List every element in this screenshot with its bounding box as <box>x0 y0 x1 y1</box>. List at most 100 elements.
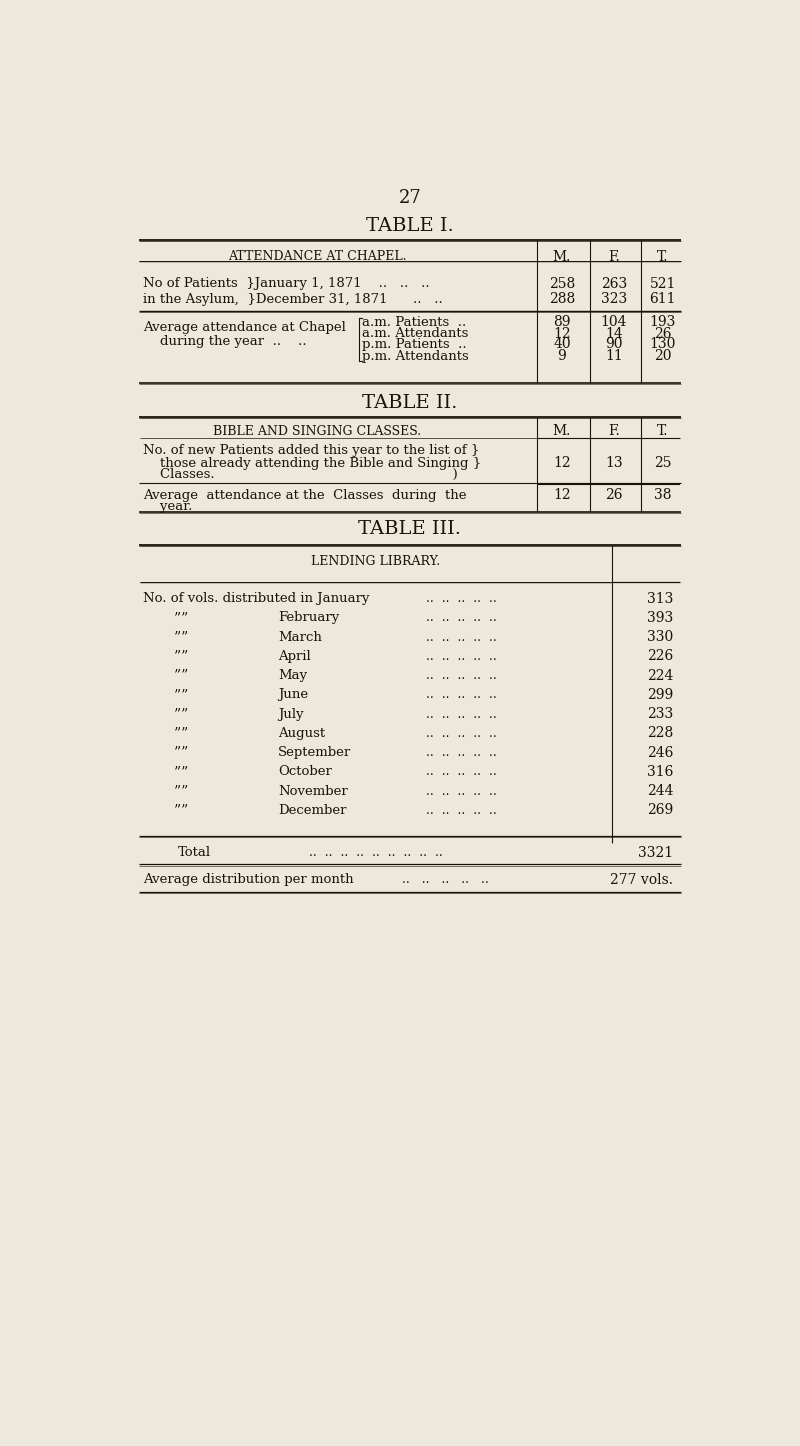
Text: 228: 228 <box>647 726 674 740</box>
Text: Total: Total <box>178 846 210 859</box>
Text: M.: M. <box>553 425 571 438</box>
Text: 246: 246 <box>647 746 674 759</box>
Text: ””: ”” <box>174 707 189 722</box>
Text: October: October <box>278 765 332 778</box>
Text: 288: 288 <box>549 292 575 307</box>
Text: February: February <box>278 612 339 625</box>
Text: ..  ..  ..  ..  ..: .. .. .. .. .. <box>426 707 496 720</box>
Text: ..  ..  ..  ..  ..: .. .. .. .. .. <box>426 727 496 740</box>
Text: ..  ..  ..  ..  ..: .. .. .. .. .. <box>426 591 496 604</box>
Text: 13: 13 <box>605 455 622 470</box>
Text: 20: 20 <box>654 348 671 363</box>
Text: p.m. Patients  ..: p.m. Patients .. <box>362 338 466 351</box>
Text: 26: 26 <box>605 489 622 502</box>
Text: ””: ”” <box>174 668 189 683</box>
Text: ..  ..  ..  ..  ..: .. .. .. .. .. <box>426 669 496 683</box>
Text: T.: T. <box>657 250 669 263</box>
Text: Average distribution per month: Average distribution per month <box>142 873 354 886</box>
Text: in the Asylum,  }December 31, 1871      ..   ..: in the Asylum, }December 31, 1871 .. .. <box>142 292 442 305</box>
Text: Average  attendance at the  Classes  during  the: Average attendance at the Classes during… <box>142 489 466 502</box>
Text: p.m. Attendants: p.m. Attendants <box>362 350 469 363</box>
Text: T.: T. <box>657 425 669 438</box>
Text: 14: 14 <box>605 327 622 341</box>
Text: year.: year. <box>142 500 192 513</box>
Text: August: August <box>278 727 326 740</box>
Text: LENDING LIBRARY.: LENDING LIBRARY. <box>311 555 441 568</box>
Text: 263: 263 <box>601 276 627 291</box>
Text: Classes.                                                        ): Classes. ) <box>142 469 458 482</box>
Text: ..   ..   ..   ..   ..: .. .. .. .. .. <box>402 873 489 886</box>
Text: M.: M. <box>553 250 571 263</box>
Text: 90: 90 <box>605 337 622 351</box>
Text: 323: 323 <box>601 292 627 307</box>
Text: F.: F. <box>608 425 620 438</box>
Text: 393: 393 <box>647 610 674 625</box>
Text: Average attendance at Chapel: Average attendance at Chapel <box>142 321 346 334</box>
Text: BIBLE AND SINGING CLASSES.: BIBLE AND SINGING CLASSES. <box>213 425 421 438</box>
Text: 9: 9 <box>558 348 566 363</box>
Text: ..  ..  ..  ..  ..: .. .. .. .. .. <box>426 688 496 701</box>
Text: March: March <box>278 630 322 643</box>
Text: TABLE III.: TABLE III. <box>358 521 462 538</box>
Text: 11: 11 <box>605 348 622 363</box>
Text: 25: 25 <box>654 455 671 470</box>
Text: ””: ”” <box>174 765 189 779</box>
Text: 316: 316 <box>647 765 674 779</box>
Text: F.: F. <box>608 250 620 263</box>
Text: 244: 244 <box>647 784 674 798</box>
Text: ””: ”” <box>174 630 189 643</box>
Text: 38: 38 <box>654 489 671 502</box>
Text: a.m. Patients  ..: a.m. Patients .. <box>362 315 466 328</box>
Text: No. of vols. distributed in January: No. of vols. distributed in January <box>142 591 369 604</box>
Text: ””: ”” <box>174 688 189 701</box>
Text: June: June <box>278 688 308 701</box>
Text: 12: 12 <box>553 455 570 470</box>
Text: ..  ..  ..  ..  ..: .. .. .. .. .. <box>426 612 496 625</box>
Text: ””: ”” <box>174 726 189 740</box>
Text: 27: 27 <box>398 189 422 207</box>
Text: 193: 193 <box>650 315 676 330</box>
Text: TABLE II.: TABLE II. <box>362 393 458 412</box>
Text: ..  ..  ..  ..  ..  ..  ..  ..  ..: .. .. .. .. .. .. .. .. .. <box>310 846 443 859</box>
Text: a.m. Attendants: a.m. Attendants <box>362 327 468 340</box>
Text: 104: 104 <box>601 315 627 330</box>
Text: 233: 233 <box>647 707 674 722</box>
Text: ..  ..  ..  ..  ..: .. .. .. .. .. <box>426 746 496 759</box>
Text: 89: 89 <box>553 315 570 330</box>
Text: April: April <box>278 649 311 662</box>
Text: 313: 313 <box>647 591 674 606</box>
Text: May: May <box>278 669 307 683</box>
Text: December: December <box>278 804 346 817</box>
Text: No. of new Patients added this year to the list of }: No. of new Patients added this year to t… <box>142 444 479 457</box>
Text: 269: 269 <box>647 804 674 817</box>
Text: 26: 26 <box>654 327 671 341</box>
Text: 330: 330 <box>647 630 674 643</box>
Text: 258: 258 <box>549 276 575 291</box>
Text: during the year  ..    ..: during the year .. .. <box>142 335 306 348</box>
Text: September: September <box>278 746 351 759</box>
Text: ””: ”” <box>174 746 189 759</box>
Text: 521: 521 <box>650 276 676 291</box>
Text: ..  ..  ..  ..  ..: .. .. .. .. .. <box>426 649 496 662</box>
Text: ..  ..  ..  ..  ..: .. .. .. .. .. <box>426 785 496 798</box>
Text: 130: 130 <box>650 337 676 351</box>
Text: ””: ”” <box>174 610 189 625</box>
Text: ””: ”” <box>174 784 189 798</box>
Text: 12: 12 <box>553 489 570 502</box>
Text: TABLE I.: TABLE I. <box>366 217 454 234</box>
Text: 277 vols.: 277 vols. <box>610 872 674 886</box>
Text: 12: 12 <box>553 327 570 341</box>
Text: ATTENDANCE AT CHAPEL.: ATTENDANCE AT CHAPEL. <box>228 250 406 263</box>
Text: ””: ”” <box>174 804 189 817</box>
Text: ..  ..  ..  ..  ..: .. .. .. .. .. <box>426 765 496 778</box>
Text: 611: 611 <box>650 292 676 307</box>
Text: 3321: 3321 <box>638 846 674 860</box>
Text: 226: 226 <box>647 649 674 664</box>
Text: ..  ..  ..  ..  ..: .. .. .. .. .. <box>426 804 496 817</box>
Text: November: November <box>278 785 348 798</box>
Text: July: July <box>278 707 304 720</box>
Text: 40: 40 <box>553 337 570 351</box>
Text: 299: 299 <box>647 688 674 701</box>
Text: No of Patients  }January 1, 1871    ..   ..   ..: No of Patients }January 1, 1871 .. .. .. <box>142 278 430 291</box>
Text: 224: 224 <box>647 668 674 683</box>
